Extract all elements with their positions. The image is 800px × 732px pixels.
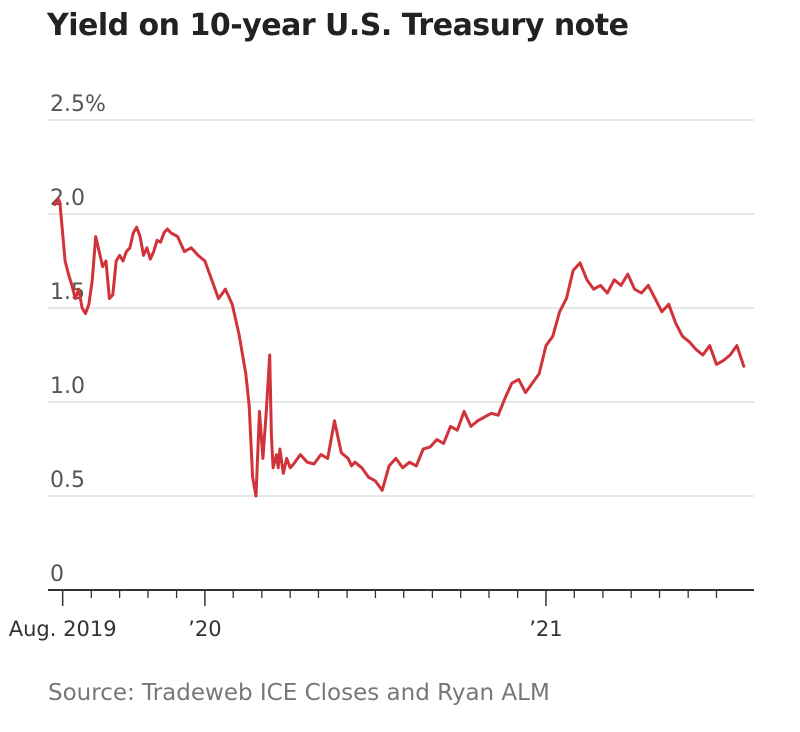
x-tick-label: ’20 bbox=[188, 617, 221, 641]
y-tick-label: 0 bbox=[50, 562, 64, 587]
x-tick-label: Aug. 2019 bbox=[9, 617, 117, 641]
y-tick-label: 2.5% bbox=[50, 92, 106, 117]
x-axis bbox=[48, 589, 754, 606]
y-tick-labels: 2.5%2.01.51.00.50 bbox=[50, 92, 106, 587]
y-tick-label: 2.0 bbox=[50, 186, 85, 211]
x-tick-label: ’21 bbox=[529, 617, 562, 641]
chart-title: Yield on 10-year U.S. Treasury note bbox=[47, 8, 629, 43]
y-tick-label: 1.0 bbox=[50, 374, 85, 399]
series-line-0 bbox=[53, 197, 746, 498]
source-note: Source: Tradeweb ICE Closes and Ryan ALM bbox=[48, 680, 550, 706]
y-tick-label: 0.5 bbox=[50, 468, 85, 493]
x-tick-labels: Aug. 2019 ’20 ’21 bbox=[9, 617, 563, 641]
gridlines bbox=[48, 119, 754, 497]
series-layer bbox=[53, 197, 746, 498]
